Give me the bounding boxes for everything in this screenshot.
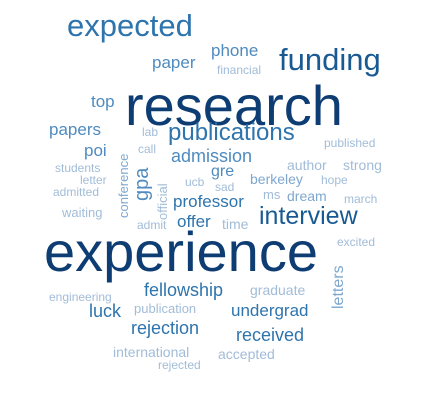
word-berkeley: berkeley — [250, 171, 303, 187]
word-professor: professor — [173, 192, 244, 211]
word-financial: financial — [217, 63, 262, 77]
word-experience: experience — [44, 220, 318, 283]
word-fellowship: fellowship — [144, 280, 224, 300]
word-students: students — [55, 161, 101, 175]
word-admitted: admitted — [53, 185, 100, 199]
word-rejected: rejected — [158, 358, 201, 372]
word-undergrad: undergrad — [231, 301, 309, 320]
word-admission: admission — [171, 146, 253, 166]
word-publications: publications — [168, 119, 295, 146]
word-author: author — [287, 157, 327, 173]
word-phone: phone — [211, 41, 259, 60]
word-research: research — [125, 74, 343, 137]
word-dream: dream — [287, 188, 327, 204]
word-call: call — [138, 142, 157, 156]
word-luck: luck — [89, 301, 122, 321]
word-poi: poi — [84, 141, 107, 160]
word-accepted: accepted — [218, 346, 275, 362]
word-paper: paper — [152, 53, 196, 72]
word-interview: interview — [259, 202, 358, 230]
word-published: published — [324, 136, 376, 150]
word-letter: letter — [80, 173, 107, 187]
word-gre: gre — [211, 163, 235, 180]
word-ms: ms — [263, 187, 281, 202]
word-ucb: ucb — [185, 175, 205, 189]
word-graduate: graduate — [250, 282, 306, 298]
word-lab: lab — [142, 125, 159, 139]
word-conference: conference — [116, 153, 131, 218]
word-waiting: waiting — [62, 205, 103, 220]
word-expected: expected — [67, 8, 193, 43]
word-offer: offer — [177, 212, 211, 231]
word-received: received — [236, 325, 305, 345]
word-letters: letters — [330, 265, 347, 309]
word-strong: strong — [343, 157, 382, 173]
word-march: march — [344, 192, 378, 206]
word-official: official — [155, 183, 170, 220]
word-top: top — [91, 92, 115, 111]
word-gpa: gpa — [131, 167, 153, 201]
word-funding: funding — [279, 42, 381, 77]
word-sad: sad — [215, 180, 235, 194]
word-papers: papers — [49, 120, 101, 139]
word-engineering: engineering — [49, 290, 112, 304]
word-admit: admit — [137, 218, 167, 232]
word-excited: excited — [337, 235, 376, 249]
word-hope: hope — [321, 173, 348, 187]
word-rejection: rejection — [131, 318, 200, 338]
word-publication: publication — [134, 301, 197, 316]
word-international: international — [113, 344, 190, 360]
word-time: time — [222, 216, 249, 232]
